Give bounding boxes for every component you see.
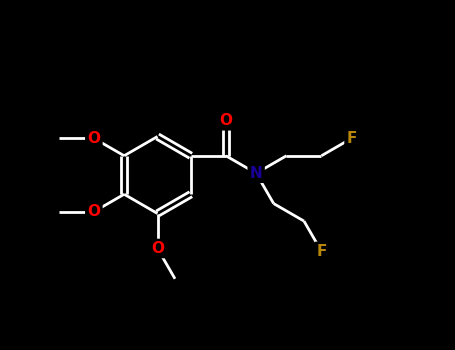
Text: O: O [219, 113, 233, 128]
Text: O: O [87, 204, 101, 219]
Text: O: O [87, 131, 101, 146]
Text: N: N [250, 166, 263, 181]
Text: F: F [347, 131, 357, 146]
Text: O: O [151, 241, 164, 256]
Text: F: F [316, 244, 327, 259]
